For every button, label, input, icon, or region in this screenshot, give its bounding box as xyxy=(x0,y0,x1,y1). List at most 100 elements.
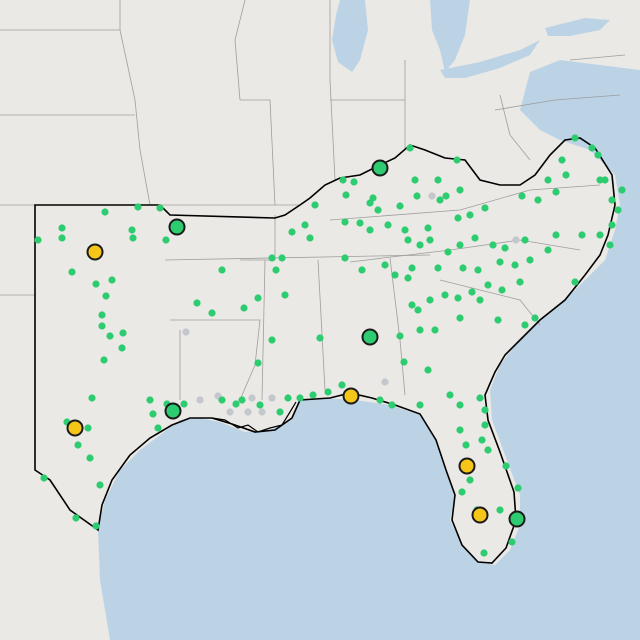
map-marker-small[interactable] xyxy=(484,281,492,289)
map-marker-small[interactable] xyxy=(84,424,92,432)
map-marker-small[interactable] xyxy=(154,424,162,432)
map-marker-small[interactable] xyxy=(119,329,127,337)
map-marker-small[interactable] xyxy=(471,234,479,242)
map-marker-small-inactive[interactable] xyxy=(428,192,436,200)
map-marker-small[interactable] xyxy=(416,241,424,249)
map-marker-small[interactable] xyxy=(68,268,76,276)
map-marker-small[interactable] xyxy=(436,196,444,204)
map-marker-small[interactable] xyxy=(316,334,324,342)
map-marker-small[interactable] xyxy=(96,481,104,489)
map-marker-small[interactable] xyxy=(338,381,346,389)
map-marker-small[interactable] xyxy=(278,254,286,262)
map-marker-small[interactable] xyxy=(426,236,434,244)
map-marker-small[interactable] xyxy=(384,221,392,229)
map-marker-small[interactable] xyxy=(502,462,510,470)
map-marker-small[interactable] xyxy=(558,156,566,164)
map-marker-small[interactable] xyxy=(424,224,432,232)
map-marker-small[interactable] xyxy=(441,291,449,299)
map-marker-small[interactable] xyxy=(401,226,409,234)
map-marker-small[interactable] xyxy=(374,206,382,214)
map-marker-small[interactable] xyxy=(446,391,454,399)
map-marker-small[interactable] xyxy=(444,248,452,256)
map-marker-small[interactable] xyxy=(578,231,586,239)
map-marker-small[interactable] xyxy=(180,400,188,408)
map-marker-small[interactable] xyxy=(408,264,416,272)
map-marker-small[interactable] xyxy=(254,294,262,302)
map-marker-large-green[interactable] xyxy=(361,328,379,346)
map-marker-large-green[interactable] xyxy=(508,510,526,528)
map-marker-small[interactable] xyxy=(496,506,504,514)
map-marker-small[interactable] xyxy=(454,214,462,222)
map-marker-small[interactable] xyxy=(406,144,414,152)
map-marker-small[interactable] xyxy=(468,288,476,296)
map-marker-small[interactable] xyxy=(456,426,464,434)
map-marker-small[interactable] xyxy=(481,204,489,212)
map-marker-small[interactable] xyxy=(552,188,560,196)
map-marker-small[interactable] xyxy=(562,171,570,179)
map-marker-small[interactable] xyxy=(501,244,509,252)
map-marker-small[interactable] xyxy=(478,436,486,444)
map-marker-small[interactable] xyxy=(494,316,502,324)
map-marker-small-inactive[interactable] xyxy=(258,408,266,416)
map-marker-small[interactable] xyxy=(193,299,201,307)
map-marker-small[interactable] xyxy=(413,192,421,200)
map-marker-small[interactable] xyxy=(254,359,262,367)
map-marker-small[interactable] xyxy=(396,332,404,340)
map-marker-small[interactable] xyxy=(341,218,349,226)
map-marker-small[interactable] xyxy=(256,401,264,409)
map-marker-small[interactable] xyxy=(408,301,416,309)
map-marker-small[interactable] xyxy=(414,306,422,314)
map-marker-small[interactable] xyxy=(601,176,609,184)
map-marker-small[interactable] xyxy=(511,261,519,269)
map-marker-small[interactable] xyxy=(544,246,552,254)
map-marker-small-inactive[interactable] xyxy=(226,408,234,416)
map-marker-small[interactable] xyxy=(134,203,142,211)
map-marker-small[interactable] xyxy=(306,234,314,242)
map-marker-small[interactable] xyxy=(218,266,226,274)
map-marker-small[interactable] xyxy=(594,151,602,159)
map-marker-large-yellow[interactable] xyxy=(86,243,104,261)
map-marker-large-green[interactable] xyxy=(168,218,186,236)
map-marker-small[interactable] xyxy=(396,202,404,210)
map-marker-small[interactable] xyxy=(434,264,442,272)
map-marker-small[interactable] xyxy=(281,291,289,299)
map-marker-small[interactable] xyxy=(424,366,432,374)
map-marker-small[interactable] xyxy=(146,396,154,404)
map-marker-small[interactable] xyxy=(366,226,374,234)
map-marker-small[interactable] xyxy=(301,221,309,229)
map-marker-small[interactable] xyxy=(459,264,467,272)
map-marker-small[interactable] xyxy=(149,410,157,418)
map-marker-large-yellow[interactable] xyxy=(342,387,360,405)
map-marker-small[interactable] xyxy=(596,231,604,239)
map-marker-small[interactable] xyxy=(118,344,126,352)
map-marker-small[interactable] xyxy=(108,276,116,284)
map-marker-large-yellow[interactable] xyxy=(66,419,84,437)
map-marker-small[interactable] xyxy=(381,261,389,269)
map-marker-small[interactable] xyxy=(476,394,484,402)
map-marker-small[interactable] xyxy=(458,488,466,496)
map-marker-small[interactable] xyxy=(526,256,534,264)
map-marker-small[interactable] xyxy=(309,391,317,399)
map-marker-small[interactable] xyxy=(391,271,399,279)
map-marker-small[interactable] xyxy=(284,394,292,402)
map-marker-small[interactable] xyxy=(98,322,106,330)
map-marker-small[interactable] xyxy=(102,292,110,300)
map-marker-small-inactive[interactable] xyxy=(268,394,276,402)
map-marker-small[interactable] xyxy=(606,241,614,249)
map-marker-large-yellow[interactable] xyxy=(458,457,476,475)
map-marker-large-green[interactable] xyxy=(371,159,389,177)
map-marker-small[interactable] xyxy=(100,356,108,364)
map-marker-small[interactable] xyxy=(72,514,80,522)
map-marker-small[interactable] xyxy=(288,228,296,236)
map-marker-small[interactable] xyxy=(98,311,106,319)
map-marker-small[interactable] xyxy=(588,144,596,152)
map-marker-small[interactable] xyxy=(456,186,464,194)
map-marker-small[interactable] xyxy=(240,304,248,312)
map-marker-small[interactable] xyxy=(58,234,66,242)
map-marker-small[interactable] xyxy=(474,266,482,274)
map-marker-small[interactable] xyxy=(404,236,412,244)
map-marker-small[interactable] xyxy=(388,401,396,409)
map-marker-small[interactable] xyxy=(434,176,442,184)
map-marker-small[interactable] xyxy=(481,406,489,414)
